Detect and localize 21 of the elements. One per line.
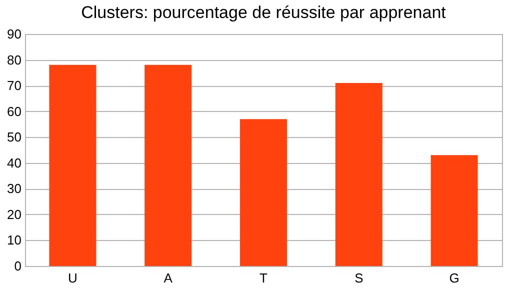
bar <box>144 64 192 266</box>
bar <box>240 119 287 266</box>
bar <box>335 82 382 266</box>
y-tick-label: 70 <box>7 78 22 94</box>
x-tick-label: U <box>68 270 78 286</box>
x-tick-label: T <box>260 270 268 286</box>
y-tick-label: 0 <box>14 258 22 274</box>
chart-title: Clusters: pourcentage de réussite par apprenant <box>81 3 446 22</box>
x-tick-label: G <box>449 270 460 286</box>
y-tick-label: 90 <box>7 26 22 42</box>
y-tick-label: 30 <box>7 181 22 196</box>
bar <box>430 155 478 266</box>
y-tick-label: 10 <box>7 232 22 248</box>
y-tick-label: 40 <box>7 155 22 170</box>
x-tick-label: A <box>164 270 173 286</box>
x-tick-label: S <box>354 270 364 286</box>
bar <box>49 64 96 266</box>
y-tick-label: 60 <box>7 104 22 119</box>
y-tick-label: 20 <box>7 206 22 222</box>
y-tick-label: 80 <box>7 52 22 68</box>
y-tick-label: 50 <box>7 130 22 145</box>
